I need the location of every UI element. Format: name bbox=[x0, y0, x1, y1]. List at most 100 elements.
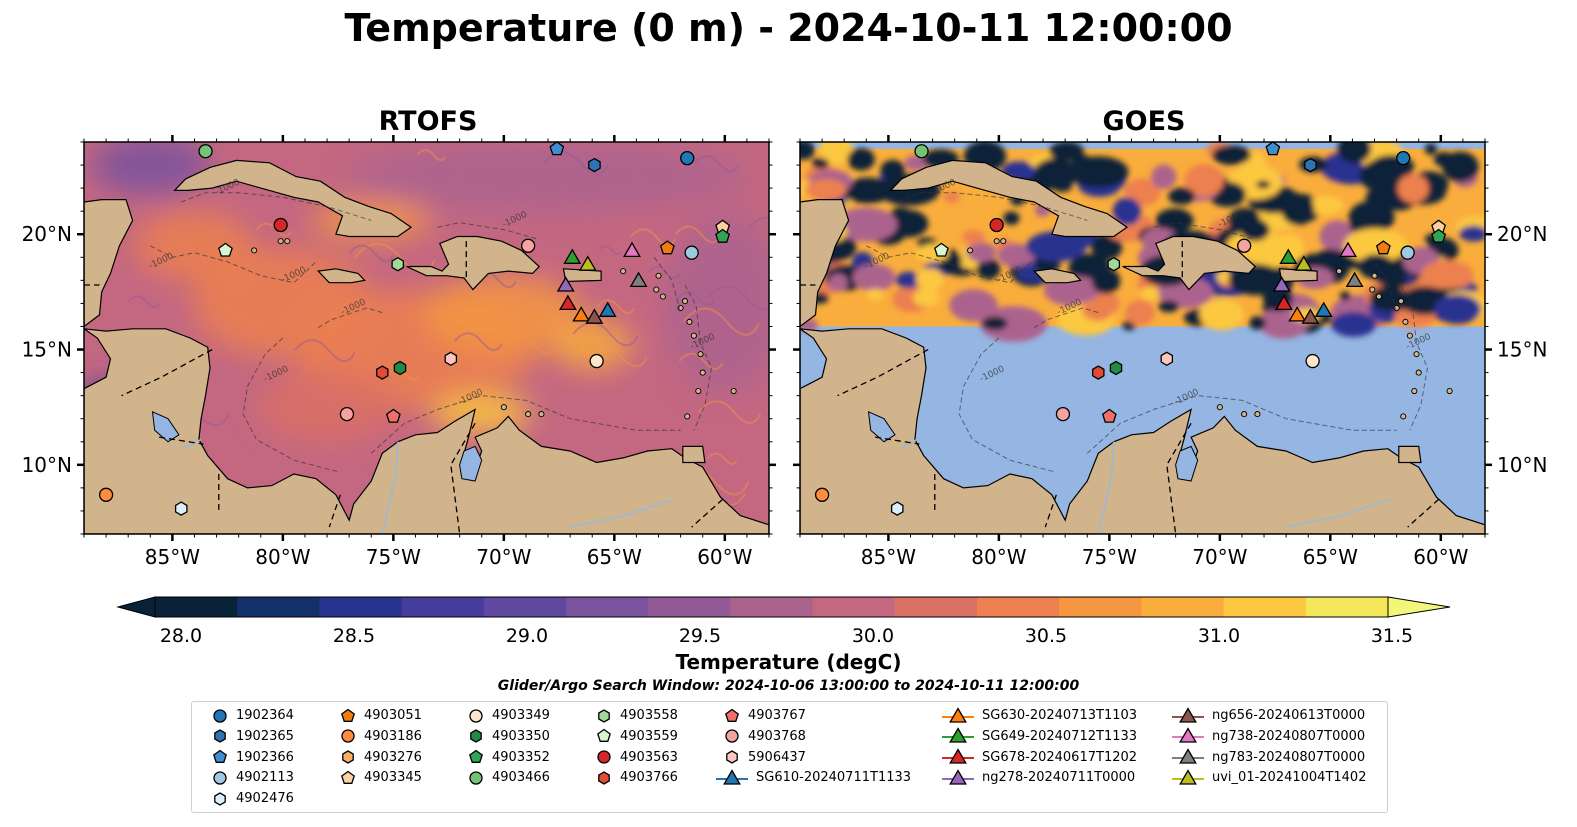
obs-1902366[interactable] bbox=[1265, 141, 1281, 156]
obs-ng656-20240613T0000[interactable] bbox=[585, 308, 604, 324]
lon-tick-label: 80°W bbox=[255, 545, 310, 569]
legend-label: 4903558 bbox=[620, 708, 678, 723]
obs-4903768[interactable] bbox=[1236, 238, 1252, 253]
legend-marker bbox=[342, 750, 354, 764]
colorbar-tick-label: 28.5 bbox=[333, 625, 375, 647]
obs-4903558[interactable] bbox=[391, 256, 405, 272]
colorbar-swatch bbox=[1305, 597, 1389, 617]
obs-4903558[interactable] bbox=[1107, 256, 1121, 272]
colorbar-swatch bbox=[319, 597, 403, 617]
island bbox=[251, 247, 258, 254]
obs-SG630-20240713T1103[interactable] bbox=[572, 306, 591, 322]
land-hispaniola bbox=[1122, 235, 1257, 291]
obs-4903051[interactable] bbox=[1375, 240, 1391, 255]
rivers bbox=[183, 438, 675, 534]
island bbox=[1241, 411, 1248, 418]
obs-SG630-20240713T1103[interactable] bbox=[1288, 306, 1307, 322]
obs-4903349[interactable] bbox=[1305, 353, 1320, 369]
obs-ng738-20240807T0000[interactable] bbox=[1339, 241, 1357, 258]
map-rtofs: -1000-1000-1000-1000-1000-1000-1000-1000 bbox=[84, 142, 769, 534]
obs-ng738-20240807T0000[interactable] bbox=[623, 241, 641, 258]
obs-ng783-20240807T0000[interactable] bbox=[1345, 271, 1364, 288]
obs-4903352[interactable] bbox=[1431, 228, 1447, 243]
obs-4903559[interactable] bbox=[218, 242, 233, 257]
obs-4903186[interactable] bbox=[98, 487, 114, 502]
legend-marker-circle bbox=[597, 750, 611, 764]
colorbar-tick-label: 30.0 bbox=[852, 625, 894, 647]
obs-4903349[interactable] bbox=[589, 353, 604, 369]
lat-tick-label: 15°N bbox=[22, 338, 72, 362]
obs-4903767[interactable] bbox=[1101, 408, 1117, 423]
colorbar-extend-high bbox=[1387, 596, 1451, 618]
obs-ng656-20240613T0000[interactable] bbox=[1301, 308, 1320, 324]
obs-4903466[interactable] bbox=[914, 144, 929, 159]
legend-marker-circle bbox=[725, 729, 739, 743]
obs-SG649-20240712T1133[interactable] bbox=[1279, 248, 1298, 264]
legend-marker bbox=[942, 748, 974, 764]
obs-4903350[interactable] bbox=[1109, 360, 1123, 376]
obs-4902113[interactable] bbox=[684, 245, 699, 260]
obs-5906437[interactable] bbox=[1160, 351, 1174, 367]
legend-marker bbox=[469, 749, 483, 764]
obs-4903352[interactable] bbox=[715, 228, 731, 243]
obs-1902364[interactable] bbox=[680, 150, 695, 166]
legend-item-4903559: 4903559 bbox=[586, 726, 678, 747]
legend-item-uvi_01-20241004T1402: uvi_01-20241004T1402 bbox=[1170, 767, 1366, 788]
obs-4903768b[interactable] bbox=[1055, 406, 1071, 422]
obs-4903186[interactable] bbox=[814, 487, 830, 502]
obs-uvi_01-20241004T1402[interactable] bbox=[1294, 255, 1313, 271]
obs-4903559[interactable] bbox=[934, 242, 949, 257]
panel-title-goes: GOES bbox=[1102, 106, 1186, 137]
obs-ng783-20240807T0000[interactable] bbox=[629, 271, 648, 288]
land-jamaica bbox=[316, 268, 366, 284]
island bbox=[1336, 268, 1343, 275]
obs-4903766[interactable] bbox=[376, 365, 389, 380]
obs-ng278-20240711T0000[interactable] bbox=[556, 276, 575, 292]
obs-1902365[interactable] bbox=[1304, 157, 1317, 173]
obs-4903768[interactable] bbox=[520, 238, 536, 253]
colorbar-swatch bbox=[977, 597, 1060, 617]
legend-item-4903767: 4903767 bbox=[714, 705, 806, 726]
island bbox=[684, 413, 691, 420]
obs-uvi_01-20241004T1402[interactable] bbox=[578, 255, 597, 271]
obs-4903051[interactable] bbox=[659, 240, 675, 255]
obs-4903563[interactable] bbox=[989, 217, 1004, 233]
obs-4903350[interactable] bbox=[393, 360, 407, 376]
obs-5906437[interactable] bbox=[444, 351, 458, 367]
legend-marker bbox=[1172, 769, 1204, 785]
obs-4903766[interactable] bbox=[1092, 365, 1105, 380]
island bbox=[1254, 411, 1261, 418]
obs-1902365[interactable] bbox=[588, 157, 601, 173]
lon-tick-label: 80°W bbox=[971, 545, 1026, 569]
island bbox=[1446, 387, 1453, 395]
obs-4902113[interactable] bbox=[1400, 245, 1415, 260]
colorbar-tick-label: 28.0 bbox=[160, 625, 202, 647]
legend-marker bbox=[598, 708, 610, 723]
obs-SG678-20240617T1202[interactable] bbox=[558, 294, 577, 311]
lon-tick-label: 70°W bbox=[476, 545, 531, 569]
island bbox=[277, 238, 284, 245]
legend-item-ng738-20240807T0000: ng738-20240807T0000 bbox=[1170, 726, 1365, 747]
obs-4903768b[interactable] bbox=[339, 406, 355, 422]
colorbar: 28.0 28.5 29.0 29.5 30.0 30.5 31.0 31.5 bbox=[116, 596, 1451, 647]
obs-1902364[interactable] bbox=[1396, 150, 1411, 166]
obs-ng278-20240711T0000[interactable] bbox=[1272, 276, 1291, 292]
legend-marker bbox=[726, 750, 738, 764]
obs-SG610-20240711T1133[interactable] bbox=[598, 301, 617, 317]
lon-tick-label: 60°W bbox=[697, 545, 752, 569]
observations bbox=[98, 141, 731, 516]
lon-tick-label: 85°W bbox=[861, 545, 916, 569]
obs-4903466[interactable] bbox=[198, 144, 213, 159]
obs-SG678-20240617T1202[interactable] bbox=[1274, 294, 1293, 311]
obs-4903767[interactable] bbox=[385, 408, 401, 423]
obs-1902366[interactable] bbox=[549, 141, 565, 156]
legend-marker-hexagon bbox=[726, 750, 738, 764]
obs-4902476[interactable] bbox=[890, 501, 904, 516]
obs-4902476[interactable] bbox=[174, 501, 188, 516]
obs-4903563[interactable] bbox=[273, 217, 288, 233]
island bbox=[1397, 298, 1405, 305]
obs-SG610-20240711T1133[interactable] bbox=[1314, 301, 1333, 317]
land-central2 bbox=[84, 328, 769, 534]
obs-SG649-20240712T1133[interactable] bbox=[563, 248, 582, 264]
legend-item-4902476: 4902476 bbox=[202, 788, 294, 809]
